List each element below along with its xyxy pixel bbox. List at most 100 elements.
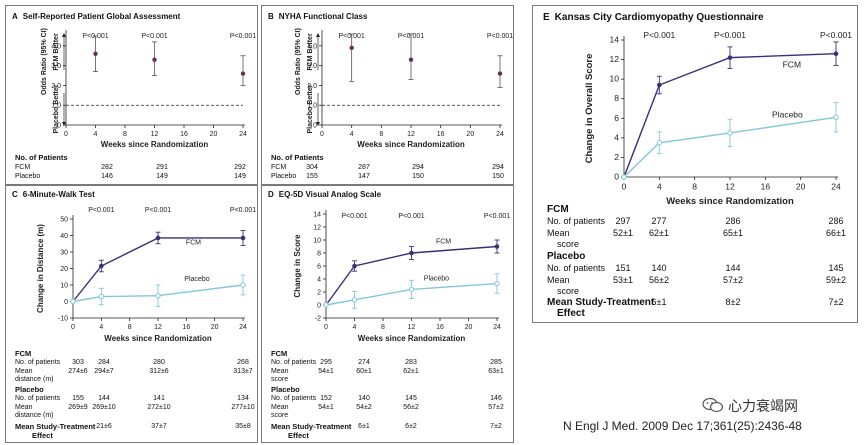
chart-a-y-tick-label: 3.0 <box>51 63 61 70</box>
chart-e-series-placebo-point <box>727 130 733 136</box>
chart-c-series-fcm-point <box>155 235 161 241</box>
chart-e-series-placebo-point <box>833 114 839 121</box>
table-e-row-label: No. of patients <box>547 216 606 226</box>
chart-c-x-tick-label: 16 <box>182 324 190 331</box>
chart-b-y-tick-label: 4.0 <box>307 43 317 50</box>
chart-a-y-tick-label: 0 <box>57 123 61 130</box>
chart-a-x-tick-label: 12 <box>151 131 159 138</box>
table-d-cell: 7±2 <box>490 423 502 430</box>
table-c-group-header: FCM <box>15 349 32 358</box>
chart-a-y-tick-label: 4.0 <box>51 43 61 50</box>
chart-a-y-axis-label: Odds Ratio (95% CI) <box>41 28 48 95</box>
chart-e-series-fcm-point <box>657 82 662 88</box>
chart-d-y-tick-label: 4 <box>317 277 321 284</box>
chart-e-y-tick-label: 6 <box>614 113 619 123</box>
chart-c-y-tick-label: 0 <box>64 299 68 306</box>
chart-e-series-label: Placebo <box>772 109 803 119</box>
table-a-cell: 282 <box>101 164 113 171</box>
chart-b-y-axis-label: Odds Ratio (95% CI) <box>295 28 302 95</box>
chart-c-x-tick-label: 0 <box>71 324 75 331</box>
chart-e-series-label: FCM <box>783 59 801 69</box>
chart-a-x-tick-label: 0 <box>64 131 68 138</box>
chart-b-placebo-better-label: Placebo Better <box>307 84 314 133</box>
chart-c-y-tick-label: 10 <box>60 283 68 290</box>
chart-d-x-tick-label: 12 <box>408 324 416 331</box>
table-a-row-label: Placebo <box>15 173 41 180</box>
table-c-cell: 268 <box>237 359 249 366</box>
table-d-cell: 56±2 <box>403 404 419 411</box>
chart-a-p-value: P<0.001 <box>141 33 167 40</box>
table-b-cell: 294 <box>492 164 504 171</box>
chart-e-series-placebo-point <box>656 140 663 146</box>
table-c-cell: 21±6 <box>96 423 112 430</box>
chart-d-y-axis-label: Change in Score <box>293 234 302 298</box>
chart-d-series-label: Placebo <box>424 275 449 282</box>
chart-e-x-tick-label: 8 <box>692 182 697 192</box>
chart-c-series-label: FCM <box>186 240 201 247</box>
table-e-group-header: FCM <box>547 204 569 215</box>
table-c-cell: 284 <box>98 359 110 366</box>
table-e-group-header: Placebo <box>547 251 586 262</box>
panel-e <box>532 5 858 323</box>
chart-b-x-tick-label: 12 <box>407 131 415 138</box>
chart-c-x-tick-label: 20 <box>211 324 219 331</box>
panel-d-title: D EQ-5D Visual Analog Scale <box>268 190 382 199</box>
table-e-cell: 140 <box>651 263 667 273</box>
chart-b-y-tick-label: 2.0 <box>307 83 317 90</box>
chart-e-y-tick-label: 8 <box>614 93 619 103</box>
table-c-row-label-2: distance (m) <box>15 376 54 383</box>
chart-e-y-tick-label: 10 <box>610 74 620 84</box>
chart-a-y-tick-label: 1.0 <box>51 103 61 110</box>
table-e-cell: 53±1 <box>613 275 633 285</box>
chart-d-p-value: P<0.001 <box>398 213 424 220</box>
table-a-row-label: FCM <box>15 164 31 171</box>
chart-c-y-tick-label: 50 <box>60 217 68 224</box>
chart-e-y-axis-label: Change in Overall Score <box>584 54 595 164</box>
chart-b-y-tick-label: 3.0 <box>307 63 317 70</box>
chart-b-x-tick-label: 24 <box>496 131 504 138</box>
chart-e-x-tick-label: 20 <box>796 182 806 192</box>
table-d-cell: 152 <box>320 395 332 402</box>
table-e-cell: 8±2 <box>725 297 741 307</box>
chart-e-y-tick-label: 2 <box>614 152 619 162</box>
chart-d-series-fcm-point <box>352 263 357 269</box>
table-d-row-label-2: score <box>271 376 289 383</box>
chart-e-y-tick-label: 4 <box>614 132 619 142</box>
table-e-row-label-2: score <box>557 286 580 296</box>
chart-e-series-fcm-point <box>727 55 733 60</box>
chart-e-x-tick-label: 12 <box>725 182 735 192</box>
table-b-cell: 287 <box>358 164 370 171</box>
chart-c-y-tick-label: 20 <box>60 266 68 273</box>
table-c-group-header-2: Effect <box>32 431 53 440</box>
table-c-cell: 274±6 <box>68 368 88 375</box>
chart-e-y-tick-label: 14 <box>610 35 620 45</box>
chart-c-x-tick-label: 12 <box>154 324 162 331</box>
chart-c-series-placebo-point <box>98 293 105 300</box>
chart-b-down-arrowhead <box>316 122 320 126</box>
table-c-cell: 144 <box>98 395 110 402</box>
chart-a-x-axis-label: Weeks since Randomization <box>101 140 209 149</box>
table-c-cell: 312±6 <box>149 368 169 375</box>
chart-d-y-tick-label: 14 <box>313 212 321 219</box>
chart-a-x-tick-label: 4 <box>94 131 98 138</box>
table-c-cell: 294±7 <box>94 368 114 375</box>
chart-a-down-arrowhead <box>62 122 66 126</box>
chart-b-x-tick-label: 8 <box>379 131 383 138</box>
wechat-icon <box>702 397 724 413</box>
table-e-row-label-2: score <box>557 239 580 249</box>
table-c-row-label: No. of patients <box>15 395 61 402</box>
table-e-cell: 144 <box>725 263 741 273</box>
table-e-cell: 6±1 <box>651 297 667 307</box>
chart-e-series-placebo-point <box>621 174 627 180</box>
table-e-row-label: Mean <box>547 275 570 285</box>
table-c-cell: 35±8 <box>235 423 251 430</box>
table-a-cell: 291 <box>156 164 168 171</box>
chart-b-x-axis-label: Weeks since Randomization <box>357 140 465 149</box>
table-e-cell: 56±2 <box>649 275 669 285</box>
chart-d-series-placebo-point <box>408 286 415 293</box>
table-d-group-header: FCM <box>271 349 288 358</box>
chart-b-odds-ratio-point <box>408 57 414 62</box>
table-d-cell: 60±1 <box>356 368 372 375</box>
table-b-cell: 304 <box>306 164 318 171</box>
